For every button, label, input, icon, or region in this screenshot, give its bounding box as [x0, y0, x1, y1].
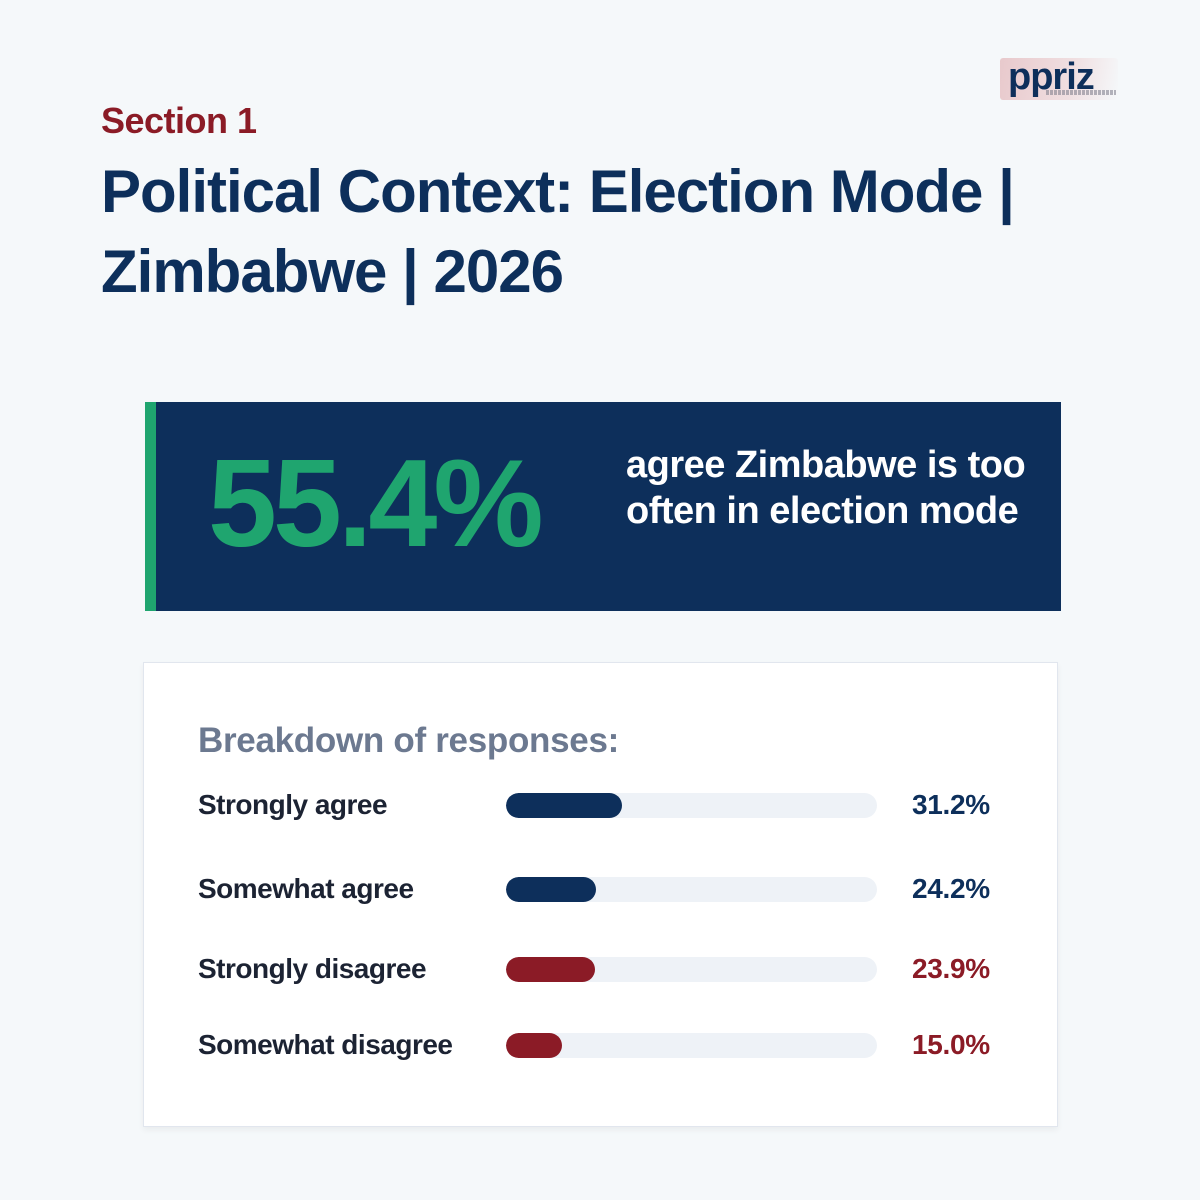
bar: [506, 1033, 562, 1058]
bar-label: Strongly agree: [198, 789, 388, 820]
bar-value-label: 24.2%: [912, 873, 990, 904]
bar-row: Somewhat agree 24.2%: [144, 869, 1057, 909]
chart-title: Breakdown of responses:: [198, 721, 619, 760]
page-title: Political Context: Election Mode | Zimba…: [101, 158, 1015, 305]
bar-row: Somewhat disagree 15.0%: [144, 1025, 1057, 1065]
bar: [506, 957, 595, 982]
bar-label: Somewhat disagree: [198, 1029, 453, 1060]
bar-track: [506, 1033, 877, 1058]
bar-value-label: 15.0%: [912, 1029, 990, 1060]
stat-value: 55.4%: [208, 435, 544, 573]
bar-value-label: 23.9%: [912, 953, 990, 984]
stat-caption: agree Zimbabwe is too often in election …: [626, 444, 1026, 532]
bar: [506, 793, 622, 818]
bar-track: [506, 793, 877, 818]
bar-value-label: 31.2%: [912, 789, 990, 820]
logo-subtitle-mark: [1046, 90, 1116, 95]
bar-track: [506, 957, 877, 982]
bar-row: Strongly disagree 23.9%: [144, 949, 1057, 989]
section-label: Section 1: [101, 100, 257, 141]
stat-banner: 55.4% agree Zimbabwe is too often in ele…: [145, 402, 1061, 611]
bar-label: Somewhat agree: [198, 873, 414, 904]
ppriz-logo: ppriz: [1000, 56, 1118, 102]
bar: [506, 877, 596, 902]
bar-label: Strongly disagree: [198, 953, 427, 984]
bar-row: Strongly agree 31.2%: [144, 785, 1057, 825]
breakdown-card: Breakdown of responses: Strongly agree 31…: [143, 662, 1058, 1127]
bar-track: [506, 877, 877, 902]
